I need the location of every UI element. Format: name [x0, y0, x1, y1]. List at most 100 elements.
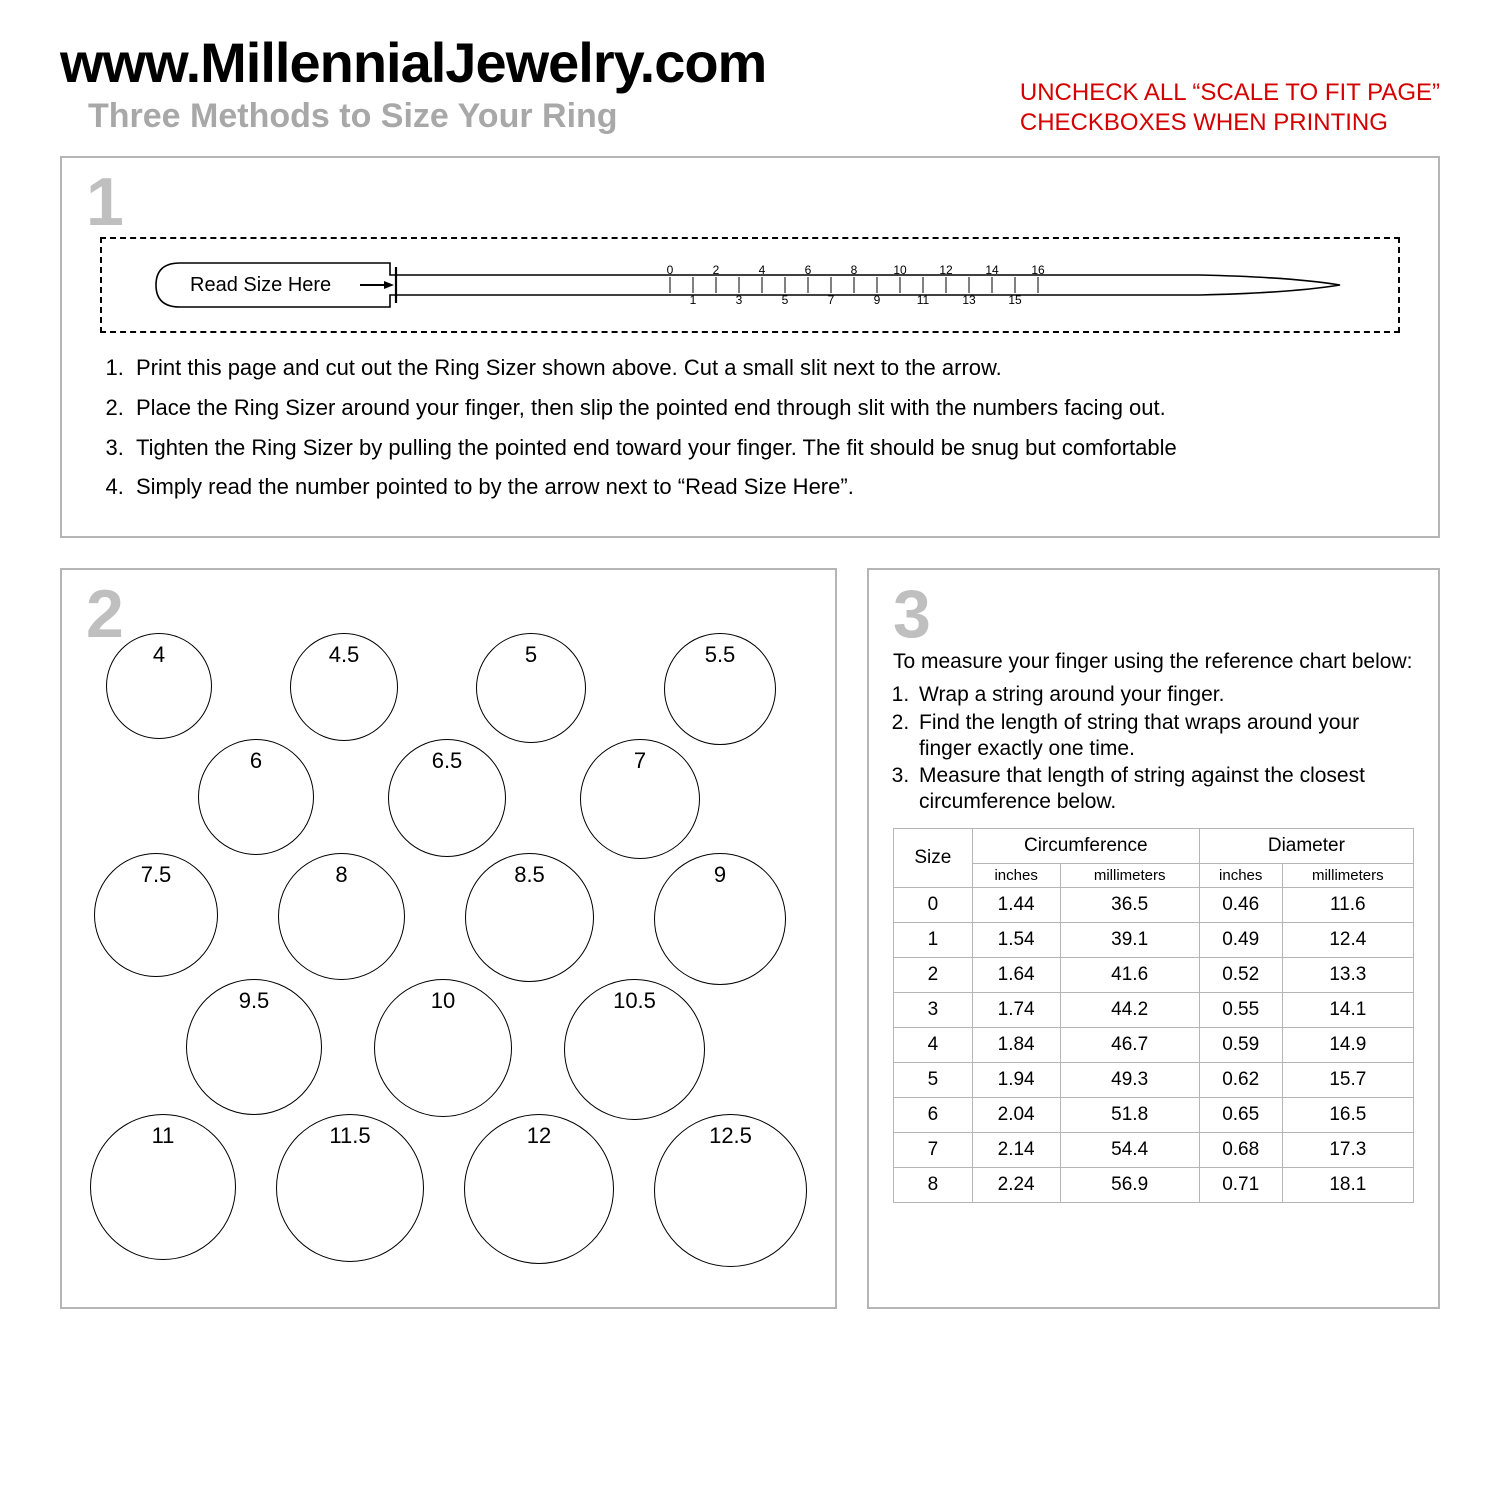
panel-1-step: Simply read the number pointed to by the… — [130, 472, 1414, 502]
table-cell: 16.5 — [1282, 1098, 1413, 1133]
svg-text:5: 5 — [782, 293, 789, 307]
table-cell: 51.8 — [1060, 1098, 1199, 1133]
panel-method-3: 3 To measure your finger using the refer… — [867, 568, 1440, 1309]
circle-row: 9.5 10 10.5 — [90, 979, 807, 1120]
table-cell: 54.4 — [1060, 1133, 1199, 1168]
panel-1-step: Print this page and cut out the Ring Siz… — [130, 353, 1414, 383]
svg-text:13: 13 — [962, 293, 976, 307]
table-cell: 0.49 — [1199, 923, 1282, 958]
table-row: 82.2456.90.7118.1 — [894, 1168, 1414, 1203]
svg-text:9: 9 — [874, 293, 881, 307]
table-cell: 0.62 — [1199, 1063, 1282, 1098]
table-cell: 41.6 — [1060, 958, 1199, 993]
circle-row: 44.555.5 — [90, 633, 807, 745]
ring-size-circle: 10.5 — [564, 979, 705, 1120]
circle-row: 66.57 — [90, 739, 807, 859]
svg-text:3: 3 — [736, 293, 743, 307]
col-size: Size — [894, 829, 973, 888]
table-cell: 49.3 — [1060, 1063, 1199, 1098]
table-cell: 8 — [894, 1168, 973, 1203]
table-cell: 6 — [894, 1098, 973, 1133]
col-circumference: Circumference — [972, 829, 1199, 864]
sizer-scale: 012345678910111213141516 — [667, 263, 1045, 307]
panel-3-step: Find the length of string that wraps aro… — [915, 710, 1414, 761]
svg-text:8: 8 — [851, 263, 858, 277]
panel-1-number: 1 — [86, 172, 1414, 233]
table-cell: 0.59 — [1199, 1028, 1282, 1063]
table-row: 21.6441.60.5213.3 — [894, 958, 1414, 993]
print-warning-line-1: UNCHECK ALL “SCALE TO FIT PAGE” — [1020, 79, 1440, 106]
col-circ-mm: millimeters — [1060, 864, 1199, 888]
table-cell: 3 — [894, 993, 973, 1028]
table-row: 62.0451.80.6516.5 — [894, 1098, 1414, 1133]
table-cell: 17.3 — [1282, 1133, 1413, 1168]
svg-text:6: 6 — [805, 263, 812, 277]
col-diam-in: inches — [1199, 864, 1282, 888]
panel-1-instructions: Print this page and cut out the Ring Siz… — [130, 353, 1414, 502]
table-cell: 15.7 — [1282, 1063, 1413, 1098]
ring-size-circle: 11 — [90, 1114, 236, 1260]
panel-1-step: Place the Ring Sizer around your finger,… — [130, 393, 1414, 423]
panel-3-steps: Wrap a string around your finger.Find th… — [915, 682, 1414, 814]
table-cell: 2 — [894, 958, 973, 993]
panel-3-step: Wrap a string around your finger. — [915, 682, 1414, 708]
table-cell: 1.64 — [972, 958, 1060, 993]
table-row: 31.7444.20.5514.1 — [894, 993, 1414, 1028]
table-cell: 14.1 — [1282, 993, 1413, 1028]
table-row: 51.9449.30.6215.7 — [894, 1063, 1414, 1098]
table-cell: 13.3 — [1282, 958, 1413, 993]
table-cell: 2.14 — [972, 1133, 1060, 1168]
svg-text:14: 14 — [985, 263, 999, 277]
ring-size-circles: 44.555.566.577.588.599.51010.51111.51212… — [86, 633, 811, 1267]
table-row: 01.4436.50.4611.6 — [894, 888, 1414, 923]
ring-size-circle: 12 — [464, 1114, 614, 1264]
table-cell: 1 — [894, 923, 973, 958]
table-cell: 1.84 — [972, 1028, 1060, 1063]
ring-size-circle: 8.5 — [465, 853, 594, 982]
print-warning-line-2: CHECKBOXES WHEN PRINTING — [1020, 109, 1388, 136]
table-cell: 18.1 — [1282, 1168, 1413, 1203]
svg-text:2: 2 — [713, 263, 720, 277]
table-cell: 0.52 — [1199, 958, 1282, 993]
ring-sizer-strip: Read Size Here 012345678910111213141516 — [126, 255, 1374, 315]
table-cell: 0.46 — [1199, 888, 1282, 923]
table-cell: 1.44 — [972, 888, 1060, 923]
ring-size-circle: 6 — [198, 739, 314, 855]
table-cell: 5 — [894, 1063, 973, 1098]
ring-size-circle: 5 — [476, 633, 586, 743]
circle-row: 7.5 8 8.5 9 — [90, 853, 807, 985]
size-reference-table: Size Circumference Diameter inches milli… — [893, 828, 1414, 1203]
ring-size-circle: 10 — [374, 979, 512, 1117]
svg-text:1: 1 — [690, 293, 697, 307]
ring-size-circle: 4 — [106, 633, 212, 739]
svg-text:7: 7 — [828, 293, 835, 307]
table-cell: 36.5 — [1060, 888, 1199, 923]
col-circ-in: inches — [972, 864, 1060, 888]
panel-method-1: 1 Read Size Here 01234567891011121314151… — [60, 156, 1440, 538]
ring-size-circle: 7.5 — [94, 853, 218, 977]
header: www.MillennialJewelry.com Three Methods … — [60, 30, 1440, 136]
svg-text:11: 11 — [917, 293, 930, 307]
svg-text:12: 12 — [939, 263, 953, 277]
panel-1-step: Tighten the Ring Sizer by pulling the po… — [130, 433, 1414, 463]
ring-size-circle: 8 — [278, 853, 405, 980]
ring-size-circle: 9.5 — [186, 979, 322, 1115]
table-row: 72.1454.40.6817.3 — [894, 1133, 1414, 1168]
table-cell: 1.54 — [972, 923, 1060, 958]
read-size-label: Read Size Here — [190, 274, 331, 296]
panel-3-step: Measure that length of string against th… — [915, 763, 1414, 814]
table-cell: 46.7 — [1060, 1028, 1199, 1063]
table-cell: 0.71 — [1199, 1168, 1282, 1203]
svg-text:10: 10 — [893, 263, 907, 277]
ring-size-circle: 7 — [580, 739, 700, 859]
table-cell: 0.65 — [1199, 1098, 1282, 1133]
ring-size-circle: 11.5 — [276, 1114, 424, 1262]
ring-size-circle: 9 — [654, 853, 786, 985]
table-cell: 4 — [894, 1028, 973, 1063]
sizer-cutout-area: Read Size Here 012345678910111213141516 — [100, 237, 1400, 333]
panel-3-number: 3 — [893, 584, 1414, 645]
col-diameter: Diameter — [1199, 829, 1413, 864]
svg-text:0: 0 — [667, 263, 674, 277]
ring-size-circle: 4.5 — [290, 633, 398, 741]
svg-text:4: 4 — [759, 263, 766, 277]
